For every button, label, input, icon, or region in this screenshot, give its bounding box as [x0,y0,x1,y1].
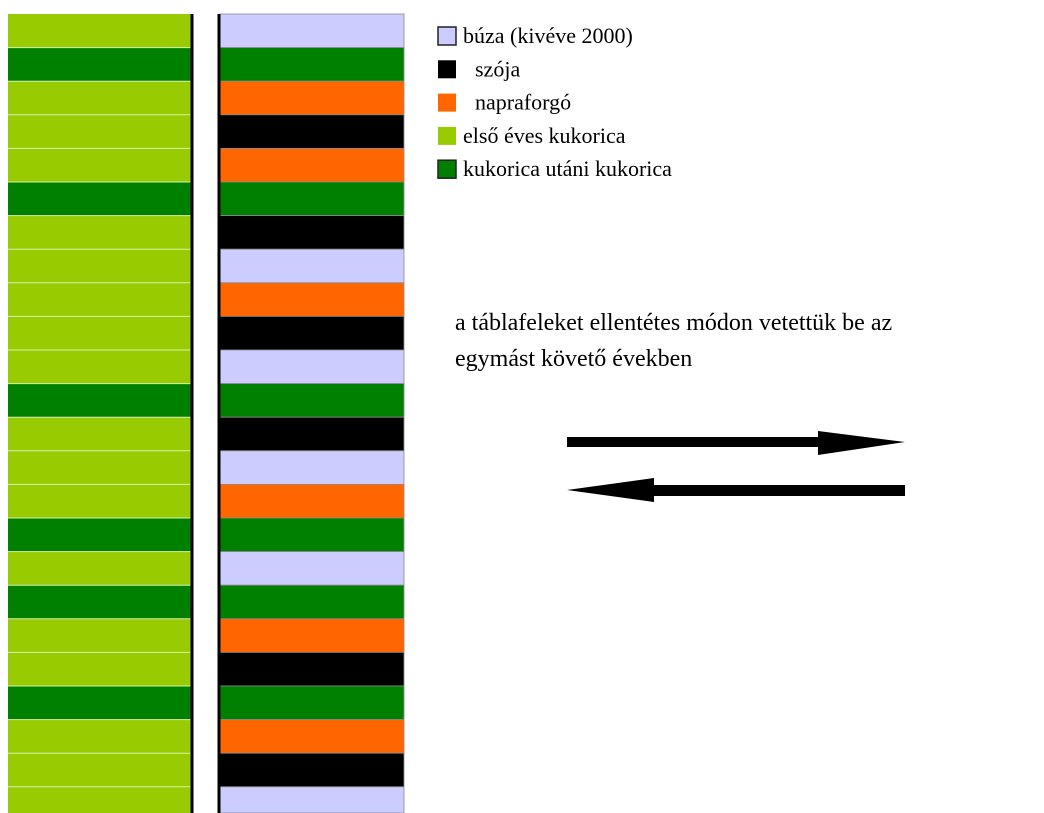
strip [8,148,192,182]
strip [219,719,405,754]
strip [219,517,405,552]
strip [8,618,192,653]
legend-label: szója [475,56,520,81]
strip [219,416,405,452]
strip [8,686,192,720]
strip [8,786,192,813]
strip [8,383,192,418]
strip [8,753,192,787]
strip [219,483,405,519]
legend-swatch [438,60,456,79]
strip [8,282,192,317]
strip [8,551,192,586]
legend-swatch [437,26,457,46]
strip [219,786,405,813]
note-line: a táblafeleket ellentétes módon vetettük… [455,310,892,336]
arrow-left [567,478,905,502]
strip [8,518,192,552]
legend-label: búza (kivéve 2000) [463,23,633,48]
strip [219,47,405,82]
strip [219,450,405,485]
legend-swatch [437,159,457,179]
legend-label: napraforgó [475,90,571,115]
strip [8,350,192,384]
strip [8,585,192,619]
strip [8,249,192,283]
strip [219,383,405,418]
strip [219,315,405,351]
legend: búza (kivéve 2000) szója napraforgó első év… [437,23,672,181]
strip [8,484,192,518]
strip [8,652,192,686]
strip [219,13,405,48]
strip [219,752,405,788]
strip [219,551,405,586]
strip [219,652,405,687]
strip [219,349,405,384]
arrow-right [567,431,905,455]
legend-swatch [438,126,456,145]
strip [8,114,192,149]
strip [8,316,192,350]
strip [219,584,405,620]
strip [8,81,192,115]
strip [8,182,192,216]
legend-label: első éves kukorica [463,123,626,148]
note-line: egymást követő években [455,346,692,372]
strip [8,719,192,754]
strip [219,248,405,284]
strip [219,80,405,116]
strip [8,47,192,82]
strip [219,685,405,720]
strip [8,450,192,485]
strip [219,618,405,653]
strip [8,417,192,451]
strip [219,282,405,317]
strip [8,215,192,250]
field-strips [8,13,405,813]
strip [219,181,405,216]
strip [219,114,405,149]
strip [219,147,405,183]
strip [219,215,405,250]
strip [8,14,192,48]
legend-label: kukorica utáni kukorica [463,156,672,181]
legend-swatch [438,93,456,112]
